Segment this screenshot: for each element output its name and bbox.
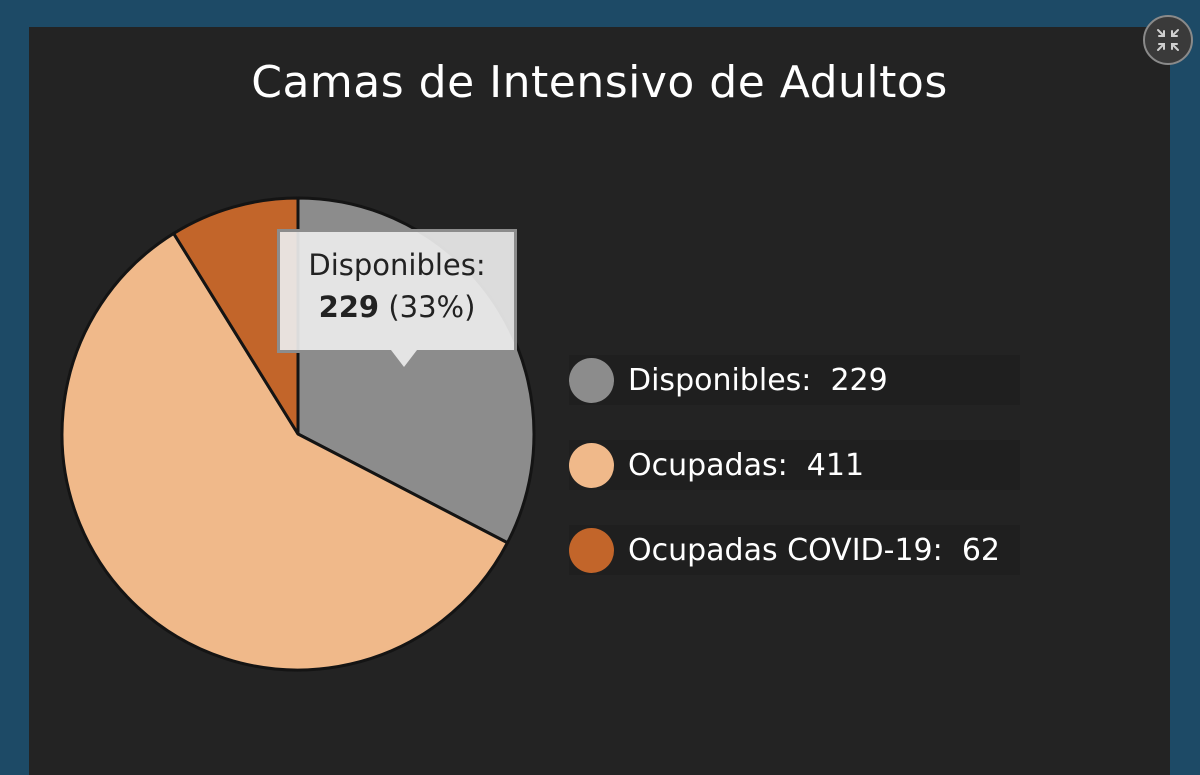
chart-panel: Camas de Intensivo de Adultos Disponible… — [29, 27, 1170, 775]
chart-title: Camas de Intensivo de Adultos — [251, 57, 948, 108]
tooltip-percent: (33%) — [388, 290, 476, 324]
slice-tooltip: Disponibles: 229 (33%) — [277, 229, 517, 372]
legend: Disponibles: 229 Ocupadas: 411 Ocupadas … — [569, 355, 1020, 610]
pie-slice-ocupadas[interactable] — [60, 231, 509, 672]
legend-item-ocupadas[interactable]: Ocupadas: 411 — [569, 440, 1020, 490]
pie-slice-ocupadas-covid[interactable] — [172, 196, 300, 436]
legend-item-disponibles[interactable]: Disponibles: 229 — [569, 355, 1020, 405]
tooltip-label: Disponibles: — [308, 248, 486, 282]
legend-swatch-ocupadas — [569, 442, 614, 488]
tooltip-value: 229 — [318, 290, 380, 324]
legend-swatch-disponibles — [569, 357, 614, 403]
tooltip-value-line: 229 (33%) — [280, 290, 514, 324]
legend-label-disponibles: Disponibles: 229 — [628, 362, 888, 398]
legend-label-ocupadas: Ocupadas: 411 — [628, 447, 865, 483]
legend-label-ocupadas-covid: Ocupadas COVID-19: 62 — [628, 532, 1000, 568]
collapse-arrows-icon — [1157, 29, 1179, 51]
legend-item-ocupadas-covid[interactable]: Ocupadas COVID-19: 62 — [569, 525, 1020, 575]
collapse-button[interactable] — [1143, 15, 1193, 65]
legend-swatch-ocupadas-covid — [569, 527, 614, 573]
